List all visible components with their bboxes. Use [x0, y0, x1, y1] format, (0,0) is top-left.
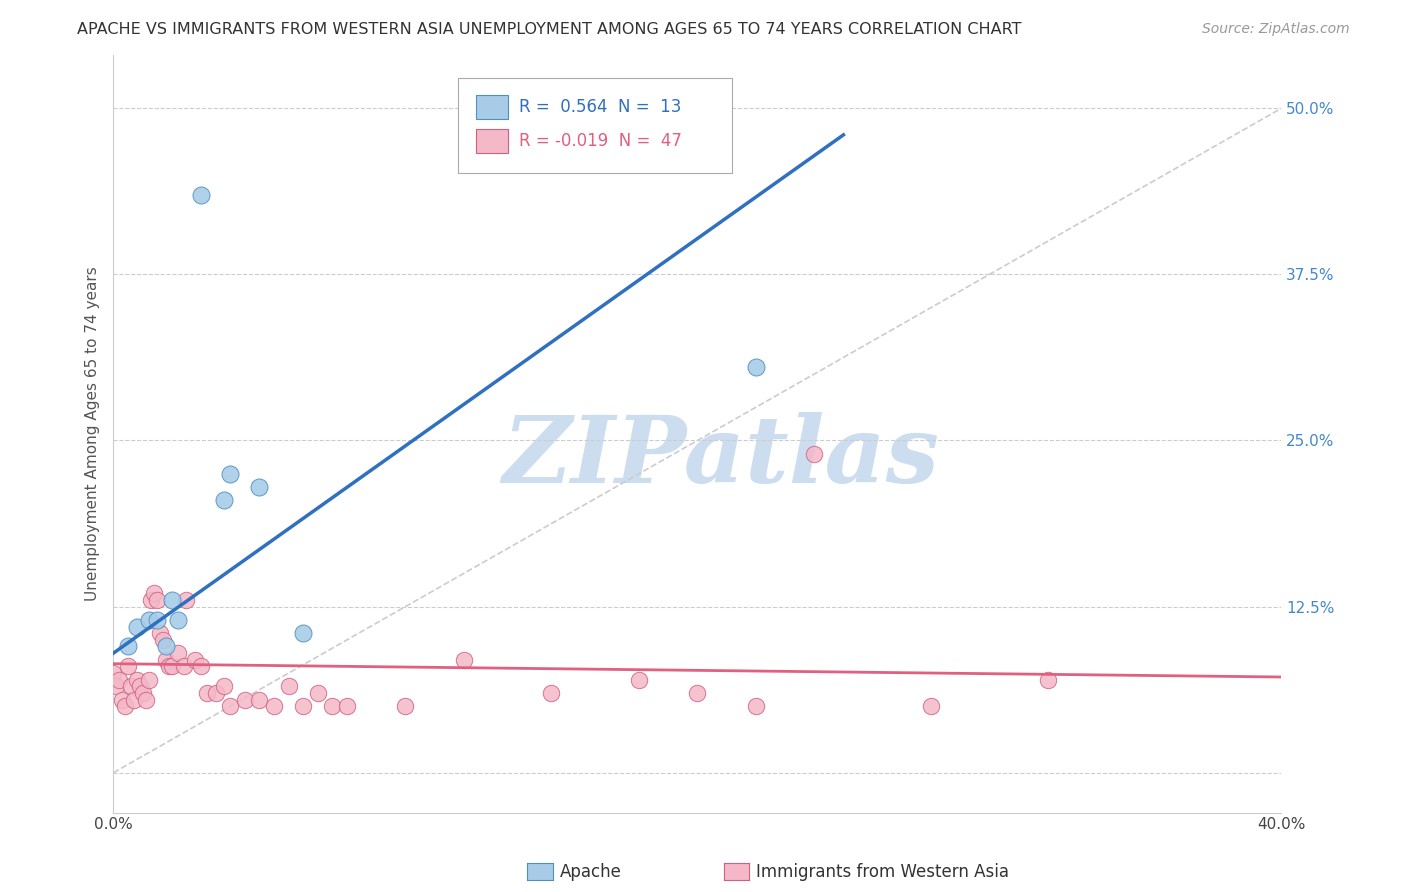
Point	[321, 699, 343, 714]
Text: Apache: Apache	[560, 863, 621, 881]
Point	[141, 593, 163, 607]
Point	[307, 686, 329, 700]
Point	[166, 613, 188, 627]
FancyBboxPatch shape	[458, 78, 733, 172]
Point	[117, 640, 139, 654]
Point	[336, 699, 359, 714]
Point	[214, 679, 236, 693]
Point	[160, 659, 183, 673]
Point	[152, 632, 174, 647]
Point	[263, 699, 285, 714]
Point	[117, 659, 139, 673]
Point	[146, 593, 169, 607]
Point	[108, 673, 131, 687]
Point	[745, 360, 768, 375]
Point	[149, 626, 172, 640]
Point	[157, 659, 180, 673]
Point	[292, 699, 315, 714]
Point	[166, 646, 188, 660]
Point	[111, 692, 134, 706]
Point	[686, 686, 709, 700]
Point	[920, 699, 942, 714]
Bar	[475, 128, 508, 153]
Point	[453, 653, 475, 667]
Point	[125, 619, 148, 633]
Point	[160, 593, 183, 607]
Point	[138, 673, 160, 687]
Point	[745, 699, 768, 714]
Point	[394, 699, 416, 714]
Point	[204, 686, 226, 700]
Text: APACHE VS IMMIGRANTS FROM WESTERN ASIA UNEMPLOYMENT AMONG AGES 65 TO 74 YEARS CO: APACHE VS IMMIGRANTS FROM WESTERN ASIA U…	[77, 22, 1022, 37]
Y-axis label: Unemployment Among Ages 65 to 74 years: Unemployment Among Ages 65 to 74 years	[86, 267, 100, 601]
Point	[135, 692, 157, 706]
Bar	[475, 95, 508, 119]
Point	[105, 679, 128, 693]
Point	[249, 480, 271, 494]
Point	[214, 493, 236, 508]
Point	[128, 679, 150, 693]
Point	[155, 640, 177, 654]
Text: R =  0.564  N =  13: R = 0.564 N = 13	[519, 97, 681, 116]
Point	[146, 613, 169, 627]
Point	[190, 187, 212, 202]
Point	[184, 653, 207, 667]
Text: Immigrants from Western Asia: Immigrants from Western Asia	[756, 863, 1010, 881]
Point	[195, 686, 218, 700]
Point	[143, 586, 166, 600]
Point	[114, 699, 136, 714]
Text: ZIPatlas: ZIPatlas	[502, 411, 939, 501]
Point	[803, 447, 825, 461]
Text: Source: ZipAtlas.com: Source: ZipAtlas.com	[1202, 22, 1350, 37]
Point	[125, 673, 148, 687]
Point	[122, 692, 145, 706]
Point	[540, 686, 562, 700]
Point	[103, 666, 125, 681]
Point	[176, 593, 198, 607]
Point	[138, 613, 160, 627]
Point	[131, 686, 153, 700]
Point	[155, 653, 177, 667]
Point	[120, 679, 142, 693]
Point	[190, 659, 212, 673]
Point	[628, 673, 651, 687]
Point	[173, 659, 195, 673]
Point	[233, 692, 256, 706]
Point	[292, 626, 315, 640]
Point	[277, 679, 299, 693]
Point	[1036, 673, 1059, 687]
Point	[249, 692, 271, 706]
Text: R = -0.019  N =  47: R = -0.019 N = 47	[519, 132, 682, 150]
Point	[219, 467, 242, 481]
Point	[219, 699, 242, 714]
